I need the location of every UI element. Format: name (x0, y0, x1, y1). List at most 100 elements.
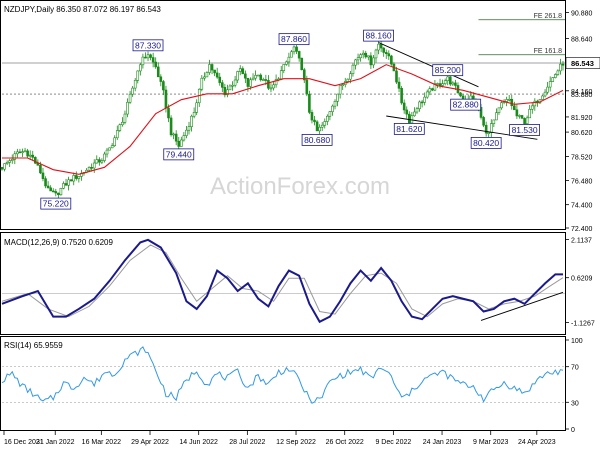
price-label: 82.880 (453, 100, 479, 110)
rsi-line (1, 346, 564, 404)
candle-body (500, 102, 503, 109)
candle-body (72, 175, 76, 182)
candle-body (121, 121, 124, 126)
candle-body (249, 79, 252, 87)
candle-body (390, 55, 393, 65)
candle-body (513, 105, 516, 111)
candle-body (269, 87, 273, 90)
rsi-panel-title: RSI(14) 65.9559 (4, 341, 63, 350)
candle-body (41, 172, 45, 179)
candle-body (46, 185, 50, 189)
candle-body (369, 55, 373, 66)
candle-body (218, 76, 222, 83)
rsi-y-tick-label: 30 (571, 400, 579, 407)
candle-body (361, 52, 365, 56)
candle-body (551, 77, 555, 82)
candle-body (159, 76, 163, 82)
price-label-box (509, 124, 540, 136)
candle-body (448, 76, 452, 85)
x-tick-label: 16 Mar 2022 (82, 439, 121, 446)
candle-body (415, 108, 419, 113)
candle-body (418, 101, 421, 110)
candle-body (113, 137, 117, 146)
candle-body (64, 183, 68, 186)
candle-body (420, 101, 424, 104)
x-tick-label: 24 Jan 2023 (423, 439, 462, 446)
x-tick-label: 12 Sep 2022 (276, 439, 316, 446)
price-label: 80.680 (304, 135, 330, 145)
candle-body (118, 124, 122, 131)
candle-body (154, 61, 157, 68)
candle-body (123, 113, 127, 123)
candle-body (54, 191, 58, 194)
candle-body (548, 81, 552, 88)
candle-body (364, 52, 368, 58)
candle-body (543, 91, 547, 97)
candle-body (95, 159, 99, 164)
candle-body (287, 56, 291, 63)
candle-body (459, 92, 462, 97)
candle-body (115, 130, 119, 139)
macd-panel-frame (0, 232, 566, 335)
candle-body (57, 192, 60, 196)
candle-body (438, 83, 442, 86)
rsi-y-tick-label: 70 (571, 365, 579, 372)
x-tick-label: 16 Dec 2021 (4, 439, 44, 446)
candle-body (169, 117, 173, 136)
candle-body (323, 121, 327, 126)
candle-body (341, 84, 344, 87)
candle-body (423, 96, 426, 103)
price-y-tick-label: 72.400 (571, 226, 593, 233)
price-label: 85.200 (435, 65, 461, 75)
candle-body (295, 46, 298, 52)
candle-body (21, 151, 24, 153)
candle-body (182, 135, 186, 141)
candle-body (44, 178, 47, 187)
rsi-y-tick-label: 100 (571, 338, 583, 345)
candle-body (374, 49, 378, 59)
candle-body (133, 80, 137, 89)
watermark: ActionForex.com (210, 173, 390, 200)
candle-body (546, 86, 549, 93)
candle-body (146, 54, 150, 59)
candle-body (495, 112, 498, 121)
candle-body (205, 72, 209, 78)
candle-body (28, 154, 32, 157)
candle-body (302, 69, 306, 81)
candle-body (39, 164, 42, 174)
price-y-tick-label: 74.400 (571, 203, 593, 210)
price-label: 81.620 (396, 124, 422, 134)
candle-body (274, 79, 278, 86)
candle-body (144, 56, 147, 59)
candle-body (69, 179, 73, 182)
candle-body (279, 70, 283, 80)
candle-body (541, 95, 544, 100)
candle-body (410, 115, 414, 124)
price-marks: 75.220 87.330 79.440 87.860 80.680 88.160 81.6… (0, 29, 565, 210)
candle-body (443, 80, 447, 84)
fe-label: FE 161.8 (534, 48, 563, 55)
candle-body (190, 115, 193, 127)
candle-body (164, 89, 168, 109)
candle-body (238, 68, 242, 72)
candle-body (128, 93, 132, 103)
price-label-box (470, 137, 502, 149)
candle-body (308, 93, 311, 113)
candle-body (87, 167, 91, 171)
candle-body (441, 83, 444, 86)
candle-body (254, 75, 257, 79)
price-label-box (301, 133, 333, 146)
candle-body (359, 54, 362, 59)
candle-body (200, 77, 204, 90)
candle-body (203, 76, 206, 79)
price-label-box (393, 123, 425, 135)
candle-body (336, 93, 339, 102)
candle-body (210, 64, 214, 71)
price-label-box (363, 29, 394, 42)
candle-body (100, 160, 104, 163)
candle-body (346, 78, 350, 82)
candle-body (367, 55, 370, 58)
candle-body (31, 154, 35, 158)
candle-body (523, 118, 526, 125)
candle-body (405, 109, 409, 115)
